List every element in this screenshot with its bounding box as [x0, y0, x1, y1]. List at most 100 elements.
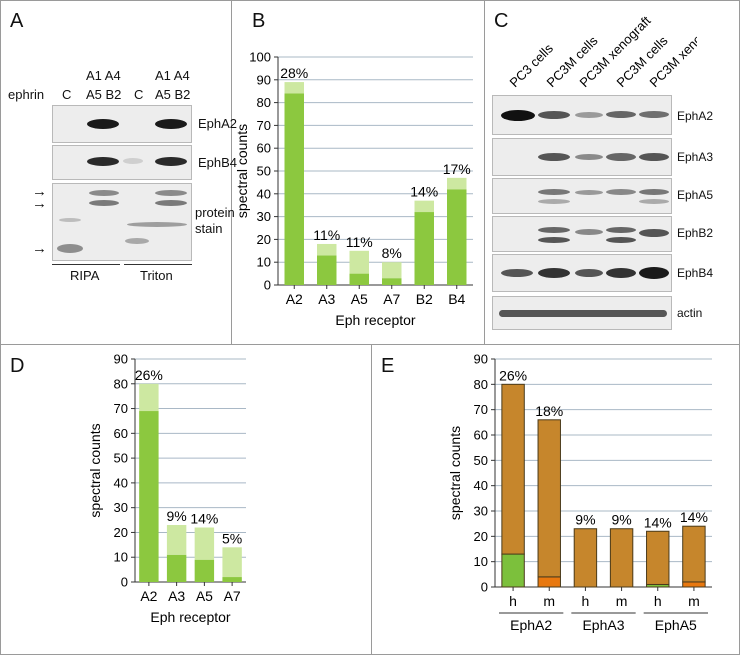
triton-bottom-label: A5 B2	[155, 87, 191, 102]
panel-d-label: D	[10, 355, 25, 377]
bar-segment-1	[284, 93, 304, 285]
triton-c-label: C	[134, 87, 144, 102]
row-label-epha2: EphA2	[198, 116, 238, 131]
category-label: A5	[196, 588, 213, 604]
y-tick-label: 20	[474, 529, 488, 544]
data-label: 5%	[222, 530, 242, 546]
arrow-1: →	[32, 183, 47, 200]
blot-c-lane-labels: PC3 cells PC3M cells PC3M xenograft PC3M…	[507, 13, 697, 90]
row-label-ephb4: EphB4	[198, 155, 238, 170]
blot-c-ephb4	[492, 254, 672, 292]
y-tick-label: 10	[114, 550, 128, 565]
y-tick-label: 50	[257, 164, 271, 179]
chart-d: 0 10 20 30 40 50 60 70 80 90 26% A2 9% A3 14% A5 5% A7 spe…	[87, 352, 246, 625]
blot-c-epha3	[492, 138, 672, 176]
y-tick-label: 0	[481, 580, 488, 595]
chart-e: 0 10 20 30 40 50 60 70 80 90 26% h 18% m 9% h 9% m 14% h 14%…	[447, 352, 712, 633]
y-tick-label: 10	[474, 554, 488, 569]
bar-segment-2	[382, 262, 402, 279]
category-label: m	[688, 593, 700, 609]
category-label: B2	[416, 291, 433, 307]
y-tick-label: 70	[114, 401, 128, 416]
bar-segment-2	[682, 525, 706, 583]
bar-segment-1	[166, 554, 187, 582]
c-row-actin: actin	[677, 306, 703, 320]
x-axis-label: Eph receptor	[335, 312, 415, 328]
y-tick-label: 0	[264, 278, 271, 293]
data-label: 11%	[313, 227, 340, 243]
bar-segment-1	[139, 411, 159, 582]
bar-segment-2	[414, 200, 434, 213]
group-label: EphA2	[510, 617, 552, 633]
category-label: A7	[224, 588, 241, 604]
group-label-triton: Triton	[140, 268, 173, 283]
c-row-epha2: EphA2	[677, 109, 714, 123]
data-label: 11%	[346, 234, 373, 250]
y-tick-label: 30	[474, 504, 488, 519]
bar-segment-2	[573, 528, 598, 588]
category-label: B4	[448, 291, 465, 307]
panel-b-label: B	[252, 10, 266, 32]
bar-segment-1	[537, 576, 561, 588]
y-tick-label: 60	[474, 428, 488, 443]
y-tick-label: 90	[114, 352, 128, 367]
y-tick-label: 20	[257, 232, 271, 247]
chart-b: 0 10 20 30 40 50 60 70 80 90 100 28% A2 11% A3 11% A5 8% A…	[234, 50, 473, 328]
x-axis-label: Eph receptor	[150, 609, 230, 625]
y-tick-label: 40	[114, 475, 128, 490]
data-label: 14%	[644, 514, 672, 530]
y-tick-label: 10	[257, 255, 271, 270]
bar-segment-2	[349, 250, 369, 274]
data-label: 17%	[443, 161, 471, 177]
y-tick-label: 20	[114, 525, 128, 540]
y-tick-label: 90	[257, 72, 271, 87]
y-tick-label: 80	[257, 95, 271, 110]
category-label: A3	[168, 588, 185, 604]
bar-segment-2	[194, 527, 215, 560]
data-label: 9%	[167, 508, 187, 524]
blot-protein-stain	[52, 183, 192, 261]
category-label: h	[582, 593, 590, 609]
data-label: 14%	[190, 510, 218, 526]
category-label: m	[616, 593, 628, 609]
bar-segment-1	[682, 581, 706, 588]
data-label: 26%	[135, 367, 163, 383]
data-label: 14%	[410, 184, 438, 200]
data-label: 14%	[680, 509, 708, 525]
panel-e-label: E	[381, 355, 395, 377]
bar-segment-1	[194, 559, 215, 582]
category-label: h	[509, 593, 517, 609]
bar-segment-2	[501, 383, 525, 555]
y-tick-label: 90	[474, 352, 488, 367]
y-tick-label: 50	[114, 451, 128, 466]
data-label: 28%	[280, 65, 308, 81]
arrow-3: →	[32, 240, 47, 257]
blot-epha2	[52, 105, 192, 143]
arrow-2: →	[32, 195, 47, 212]
panel-a-label: A	[10, 10, 24, 32]
bar-segment-2	[284, 82, 304, 94]
bar-segment-2	[609, 528, 634, 588]
row-label-stain: stain	[195, 221, 223, 236]
ripa-top-label: A1 A4	[86, 68, 121, 83]
y-tick-label: 50	[474, 453, 488, 468]
category-label: m	[543, 593, 555, 609]
blot-c-ephb2	[492, 216, 672, 252]
bar-segment-2	[222, 547, 242, 578]
y-tick-label: 80	[474, 377, 488, 392]
blot-c-epha2	[492, 95, 672, 135]
data-label: 8%	[382, 245, 402, 261]
y-tick-label: 30	[257, 209, 271, 224]
category-label: A3	[318, 291, 335, 307]
bar-segment-2	[447, 177, 467, 190]
group-label: EphA3	[582, 617, 624, 633]
bar-segment-1	[222, 577, 242, 582]
data-label: 9%	[575, 512, 595, 528]
y-tick-label: 80	[114, 376, 128, 391]
bar-segment-1	[447, 189, 467, 285]
blot-c-epha5	[492, 178, 672, 214]
ephrin-label: ephrin	[8, 87, 45, 102]
category-label: h	[654, 593, 662, 609]
ripa-bottom-label: A5 B2	[86, 87, 122, 102]
c-row-epha5: EphA5	[677, 188, 714, 202]
